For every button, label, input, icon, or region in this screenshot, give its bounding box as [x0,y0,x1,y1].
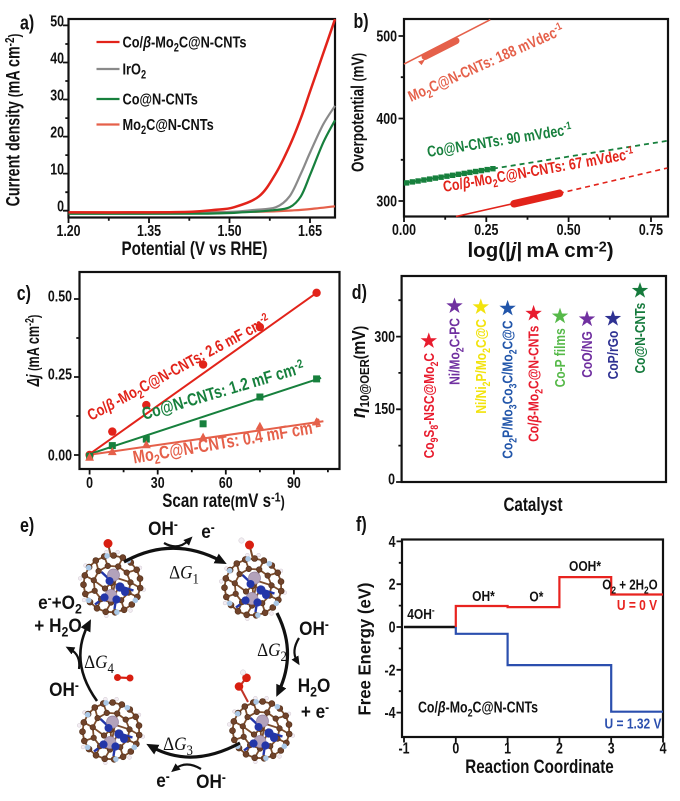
svg-text:Free Energy (eV): Free Energy (eV) [354,583,375,716]
svg-text:Ni/Ni2​P/Mo2​C@C: Ni/Ni2​P/Mo2​C@C [473,319,494,414]
svg-text:1.35: 1.35 [137,222,161,240]
svg-text:4: 4 [389,533,396,551]
svg-text:60: 60 [219,474,233,492]
svg-text:0: 0 [57,197,64,215]
svg-text:3: 3 [608,739,615,757]
svg-text:0: 0 [452,739,459,757]
svg-text:Reaction Coordinate: Reaction Coordinate [465,755,613,777]
svg-text:0: 0 [389,618,396,636]
svg-text:U = 1.32 V: U = 1.32 V [604,715,661,732]
svg-text:-1: -1 [398,739,409,757]
svg-text:2: 2 [389,575,396,593]
svg-text:2: 2 [556,739,563,757]
svg-text:0.50: 0.50 [48,287,72,305]
svg-text:f): f) [356,513,367,535]
svg-text:Δj (mA cm-2​): Δj (mA cm-2​) [23,315,43,388]
svg-text:0.25: 0.25 [48,365,72,383]
svg-text:OH*: OH* [472,588,495,605]
svg-text:Co/β-Mo2​C@N-CNTs: Co/β-Mo2​C@N-CNTs [418,698,538,720]
svg-text:Current density (mA cm-2​): Current density (mA cm-2​) [3,34,24,207]
svg-text:30: 30 [50,86,64,104]
svg-text:1.65: 1.65 [298,222,322,240]
svg-text:O2​ + 2H2​O: O2​ + 2H2​O [602,576,657,597]
svg-text:Catalyst: Catalyst [503,493,562,515]
svg-text:0: 0 [86,474,93,492]
svg-text:Co2​P/Mo3​Co3​C/Mo2​C@C: Co2​P/Mo3​Co3​C/Mo2​C@C [499,320,520,458]
svg-text:Co/β-Mo2​C@N-CNTs: Co/β-Mo2​C@N-CNTs [123,34,247,55]
svg-text:e): e) [20,514,34,536]
svg-text:a): a) [20,12,34,34]
svg-text:c): c) [17,282,31,304]
svg-text:OH-: OH- [196,769,226,792]
svg-text:ΔG4: ΔG4 [84,651,114,676]
svg-text:50: 50 [50,12,64,30]
svg-text:-4: -4 [384,704,395,722]
svg-text:O*: O* [529,588,544,605]
svg-text:Co@N-CNTs: Co@N-CNTs [123,91,198,109]
svg-text:+ e-: + e- [301,699,329,722]
svg-text:ΔG1: ΔG1 [169,562,199,587]
svg-text:500: 500 [376,27,397,45]
svg-text:300: 300 [376,192,397,210]
svg-text:Mo2​C@N-CNTs: Mo2​C@N-CNTs [123,117,214,138]
svg-text:0.75: 0.75 [639,221,663,239]
svg-text:0: 0 [388,470,395,488]
svg-text:Co/β-Mo2​C@N-CNTs: Co/β-Mo2​C@N-CNTs [525,326,546,442]
svg-text:CoO/NG: CoO/NG [579,331,596,378]
svg-text:Co9​S8​-NSC@Mo2​C: Co9​S8​-NSC@Mo2​C [421,353,442,459]
svg-text:10: 10 [50,160,64,178]
svg-text:40: 40 [50,49,64,67]
svg-text:OH-: OH- [299,616,329,639]
svg-text:90: 90 [287,474,301,492]
svg-text:log(|j| mA cm-2​): log(|j| mA cm-2​) [467,239,613,262]
svg-text:4: 4 [660,739,667,757]
svg-text:0.00: 0.00 [48,446,72,464]
svg-text:Ni/Mo2​C-PC: Ni/Mo2​C-PC [446,318,467,385]
svg-text:Scan rate(mV s-1​): Scan rate(mV s-1​) [162,489,284,511]
svg-text:30: 30 [151,474,165,492]
svg-text:CoP/rGo: CoP/rGo [605,331,622,380]
svg-text:IrO2​: IrO2​ [123,61,147,82]
svg-text:b): b) [354,10,369,32]
svg-text:OH-: OH- [49,677,79,700]
svg-text:U = 0 V: U = 0 V [617,597,657,614]
svg-text:0.25: 0.25 [474,221,498,239]
svg-text:Overpotential (mV): Overpotential (mV) [349,53,368,172]
svg-text:0.00: 0.00 [392,221,416,239]
svg-text:OH-: OH- [148,516,178,539]
svg-text:OOH*: OOH* [569,558,602,575]
svg-text:400: 400 [376,110,397,128]
svg-text:Potential (V vs RHE): Potential (V vs RHE) [122,237,268,259]
svg-text:300: 300 [374,328,395,346]
svg-text:e-+O2: e-+O2 [38,590,82,616]
svg-text:4OH-​: 4OH-​ [407,605,434,623]
svg-text:Co@N-CNTs: Co@N-CNTs [632,303,649,374]
svg-text:-2: -2 [384,661,395,679]
svg-text:150: 150 [374,399,395,417]
svg-text:d): d) [352,281,367,303]
svg-text:1.50: 1.50 [217,222,241,240]
svg-text:1: 1 [504,739,511,757]
svg-text:1.20: 1.20 [56,222,80,240]
svg-text:0.50: 0.50 [557,221,581,239]
svg-text:Co-P films: Co-P films [552,328,569,387]
svg-text:+ H2O: + H2O [34,614,81,640]
svg-text:20: 20 [50,123,64,141]
